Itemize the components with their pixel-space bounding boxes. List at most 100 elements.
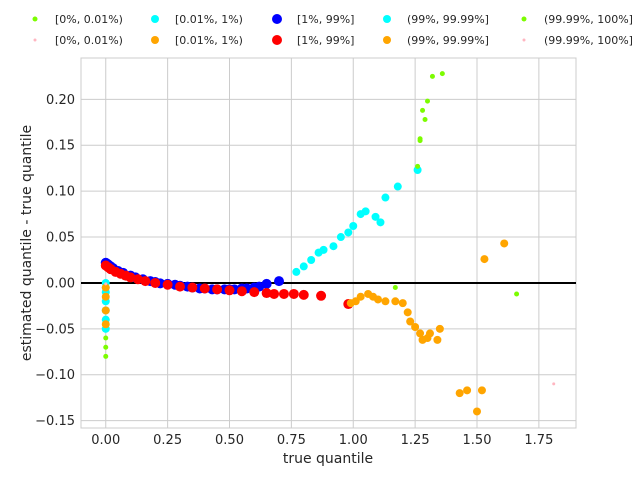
x-tick-label: 0.00 <box>91 433 120 448</box>
data-point <box>329 242 338 251</box>
data-point <box>278 288 289 299</box>
data-point <box>307 255 316 264</box>
legend-label: [0%, 0.01%) <box>55 34 123 47</box>
data-point <box>292 267 301 276</box>
legend-label: [0.01%, 1%) <box>175 34 243 47</box>
data-point <box>398 299 407 308</box>
data-point <box>103 353 109 359</box>
data-point <box>477 386 486 395</box>
legend-label: [0%, 0.01%) <box>55 13 123 26</box>
y-tick-label: 0.10 <box>46 185 75 200</box>
data-point <box>416 329 425 338</box>
data-point <box>274 276 284 287</box>
x-tick-label: 1.25 <box>401 433 430 448</box>
data-point <box>103 344 109 350</box>
data-point <box>150 277 161 288</box>
data-point <box>101 306 110 315</box>
data-point <box>249 287 260 298</box>
data-point <box>514 291 520 297</box>
data-point <box>224 285 235 296</box>
data-point <box>336 233 345 242</box>
legend-label: (99%, 99.99%] <box>407 34 489 47</box>
data-point <box>316 290 327 301</box>
data-point <box>425 329 434 338</box>
legend-marker <box>272 14 282 24</box>
data-point <box>406 317 415 326</box>
x-tick-label: 1.75 <box>524 433 553 448</box>
legend-marker <box>151 36 159 44</box>
legend-marker <box>383 36 391 44</box>
legend-marker <box>151 15 159 23</box>
legend-marker <box>522 38 526 42</box>
data-point <box>392 285 398 291</box>
data-point <box>429 73 435 79</box>
y-tick-label: −0.10 <box>35 368 75 383</box>
data-point <box>417 136 423 142</box>
y-axis-label: estimated quantile - true quantile <box>19 125 35 361</box>
data-point <box>415 163 421 169</box>
legend-marker <box>32 16 38 22</box>
legend-label: (99%, 99.99%] <box>407 13 489 26</box>
data-point <box>552 382 556 386</box>
data-point <box>374 295 382 304</box>
legend-marker <box>272 35 282 45</box>
data-point <box>298 289 309 300</box>
legend: [0%, 0.01%) [0.01%, 1%) [1%, 99%] (99%, 99.… <box>32 13 633 47</box>
data-point <box>212 284 223 295</box>
x-ticks: 0.00 0.25 0.50 0.75 1.00 1.25 1.50 1.75 <box>91 433 553 448</box>
data-point <box>104 282 108 286</box>
x-axis-label: true quantile <box>283 451 373 467</box>
data-point <box>356 292 365 301</box>
data-points <box>100 71 556 416</box>
x-tick-label: 0.25 <box>153 433 182 448</box>
x-tick-label: 1.50 <box>463 433 492 448</box>
data-point <box>140 276 151 287</box>
y-tick-label: 0.15 <box>46 139 75 154</box>
data-point <box>381 297 390 306</box>
data-point <box>381 193 390 202</box>
data-point <box>500 239 509 248</box>
data-point <box>101 283 110 292</box>
data-point <box>199 283 210 294</box>
data-point <box>480 255 489 264</box>
y-tick-label: 0.00 <box>46 276 75 291</box>
data-point <box>403 308 412 317</box>
legend-label: [1%, 99%] <box>297 34 354 47</box>
y-tick-label: 0.20 <box>46 93 75 108</box>
data-point <box>261 288 272 299</box>
data-point <box>420 107 426 113</box>
data-point <box>269 288 280 299</box>
legend-label: [1%, 99%] <box>297 13 354 26</box>
data-point <box>439 71 445 77</box>
legend-marker <box>521 16 527 22</box>
data-point <box>433 335 442 344</box>
data-point <box>376 218 385 227</box>
data-point <box>413 166 422 175</box>
x-tick-label: 1.00 <box>339 433 368 448</box>
x-tick-label: 0.50 <box>215 433 244 448</box>
data-point <box>455 389 464 398</box>
plot-area <box>80 57 577 429</box>
data-point <box>319 245 328 254</box>
data-point <box>236 286 247 297</box>
data-point <box>422 117 428 123</box>
legend-label: (99.99%, 100%] <box>544 34 633 47</box>
data-point <box>288 288 299 299</box>
data-point <box>101 292 110 301</box>
legend-marker <box>383 15 391 23</box>
data-point <box>425 98 430 104</box>
grid <box>81 58 576 428</box>
data-point <box>473 407 481 416</box>
data-point <box>175 281 185 292</box>
data-point <box>349 222 358 231</box>
y-tick-label: −0.05 <box>35 322 75 337</box>
data-point <box>344 228 353 237</box>
x-tick-label: 0.75 <box>277 433 306 448</box>
data-point <box>393 182 402 191</box>
data-point <box>162 279 173 290</box>
data-point <box>299 262 308 271</box>
legend-label: [0.01%, 1%) <box>175 13 243 26</box>
data-point <box>371 212 380 221</box>
legend-marker <box>33 38 37 42</box>
